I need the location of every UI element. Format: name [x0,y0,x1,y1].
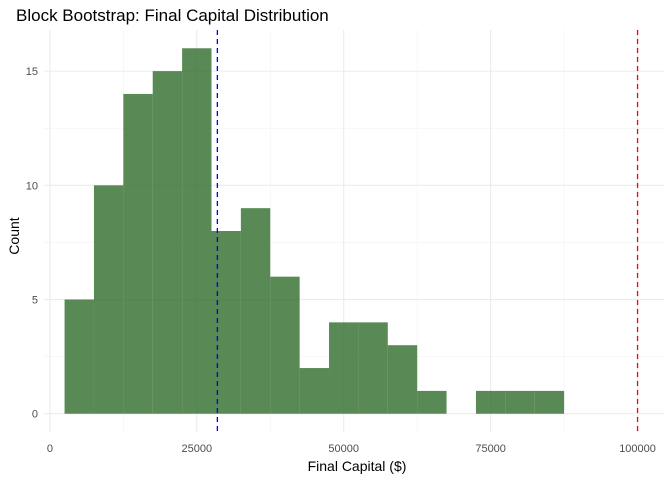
histogram-bar [211,231,241,414]
x-axis-title: Final Capital ($) [308,458,407,474]
histogram-bar [93,185,124,414]
histogram-bar [387,345,418,414]
histogram-bar [240,208,271,414]
histogram-bar [182,48,212,414]
chart-title: Block Bootstrap: Final Capital Distribut… [16,6,329,25]
x-tick-label: 75000 [475,443,506,455]
x-tick-label: 100000 [619,443,656,455]
histogram-bar [475,390,506,414]
histogram-bar [417,390,447,414]
histogram-bar [270,276,300,414]
histogram-bar [505,390,535,414]
x-tick-label: 25000 [181,443,212,455]
y-axis-title: Count [6,217,22,254]
reference-lines-layer [216,30,639,432]
y-tick-label: 10 [26,180,38,192]
histogram-bar [64,299,94,414]
y-tick-label: 5 [32,295,38,307]
x-tick-label: 50000 [328,443,359,455]
x-tick-label: 0 [47,443,53,455]
histogram-bar [534,390,565,414]
y-tick-label: 15 [26,66,38,78]
y-tick-label: 0 [32,409,38,421]
histogram-bar [152,71,183,414]
bars-layer [64,48,565,414]
histogram-bar [299,368,330,414]
histogram-bar [329,322,359,414]
tick-labels-layer: 0 25000 50000 75000 100000 0 5 10 15 [26,66,656,455]
histogram-bar [358,322,388,414]
histogram-bar [123,93,153,414]
